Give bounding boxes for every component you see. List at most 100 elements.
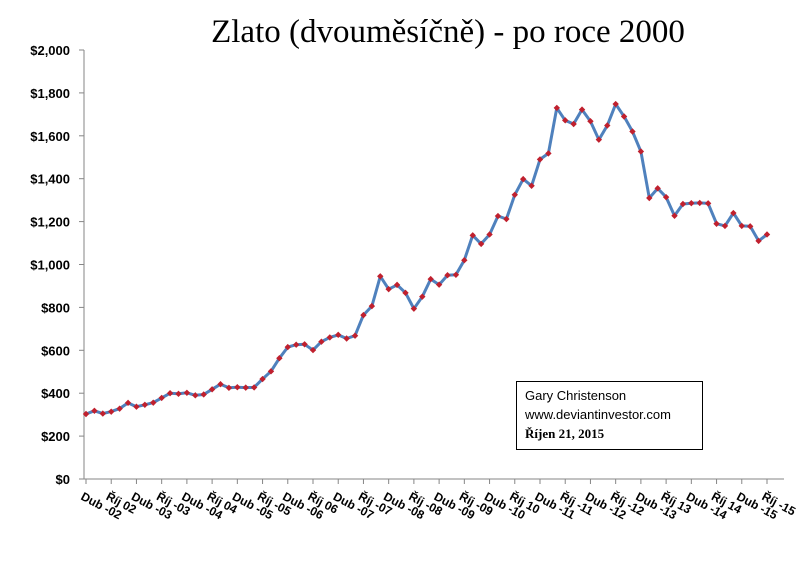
data-point-marker (662, 193, 670, 201)
data-point-marker (99, 410, 107, 417)
y-tick-label: $800 (41, 300, 70, 315)
data-point-marker (629, 128, 636, 135)
data-point-marker (377, 273, 384, 280)
data-point-marker (646, 194, 653, 202)
data-point-marker (343, 335, 350, 342)
data-point-marker (108, 408, 115, 415)
data-point-marker (192, 392, 199, 399)
y-tick-label: $1,200 (30, 215, 70, 230)
data-point-marker (410, 305, 418, 312)
data-point-marker (528, 182, 535, 189)
data-point-marker (435, 281, 443, 288)
y-tick-label: $1,600 (30, 129, 70, 144)
data-point-marker (519, 175, 527, 183)
data-point-marker (301, 341, 308, 348)
data-point-marker (763, 231, 771, 238)
y-tick-label: $200 (41, 429, 70, 444)
y-tick-label: $0 (56, 472, 70, 487)
data-point-marker (267, 368, 275, 375)
data-point-marker (175, 390, 182, 398)
data-point-marker (696, 199, 703, 207)
data-point-marker (183, 389, 191, 396)
series-line-gold-price (85, 102, 768, 416)
author-website: www.deviantinvestor.com (525, 407, 671, 422)
data-point-marker (166, 390, 174, 397)
data-point-marker (91, 407, 98, 414)
data-point-marker (385, 285, 392, 293)
y-tick-label: $1,000 (30, 258, 70, 273)
y-tick-label: $2,000 (30, 43, 70, 58)
data-point-marker (587, 118, 594, 125)
data-point-marker (351, 332, 359, 339)
data-point-marker (679, 200, 687, 208)
data-point-marker (360, 311, 367, 319)
data-point-marker (124, 399, 132, 407)
y-axis: $0 $200 $400 $600 $800 $1,000 $1,200 $1,400 $1,6… (30, 43, 85, 487)
data-point-marker (402, 289, 409, 297)
data-point-marker (141, 401, 149, 408)
data-point-marker (604, 122, 611, 129)
data-point-marker (713, 220, 720, 227)
data-point-marker (477, 240, 485, 248)
author-note: Gary Christenson www.deviantinvestor.com… (516, 381, 703, 450)
data-point-marker (688, 199, 695, 207)
data-point-marker (620, 113, 628, 120)
data-point-marker (309, 346, 317, 354)
data-point-marker (452, 271, 460, 278)
data-point-marker (444, 272, 451, 279)
data-point-marker (419, 293, 426, 300)
data-point-marker (82, 410, 90, 418)
data-point-marker (250, 384, 258, 391)
data-point-marker (158, 394, 165, 402)
data-point-marker (511, 191, 518, 198)
data-point-marker (738, 222, 745, 230)
data-point-marker (503, 215, 510, 223)
data-point-marker (578, 106, 586, 113)
y-tick-label: $1,400 (30, 172, 70, 187)
data-point-marker (704, 200, 712, 207)
data-point-marker (234, 383, 241, 391)
data-point-marker (469, 232, 476, 239)
series-markers (82, 100, 771, 418)
data-point-marker (393, 281, 401, 289)
data-point-marker (292, 341, 300, 348)
data-point-marker (335, 331, 342, 339)
data-point-marker (150, 399, 157, 406)
y-tick-label: $400 (41, 386, 70, 401)
data-point-marker (318, 338, 325, 345)
data-point-marker (612, 100, 619, 108)
data-point-marker (746, 223, 754, 230)
data-point-marker (721, 222, 729, 230)
data-point-marker (637, 148, 645, 155)
y-tick-label: $1,800 (30, 86, 70, 101)
data-point-marker (133, 403, 140, 410)
data-point-marker (461, 257, 468, 264)
data-point-marker (553, 104, 561, 112)
y-tick-label: $600 (41, 343, 70, 358)
data-point-marker (755, 237, 762, 245)
data-point-marker (368, 302, 376, 310)
author-name: Gary Christenson (525, 388, 627, 403)
data-point-marker (570, 120, 577, 128)
chart-title: Zlato (dvouměsíčně) - po roce 2000 (211, 14, 685, 50)
data-point-marker (284, 343, 291, 351)
data-point-marker (494, 212, 502, 220)
data-point-marker (654, 185, 661, 192)
data-point-marker (486, 231, 493, 238)
data-point-marker (276, 355, 283, 362)
data-point-marker (116, 405, 123, 412)
data-point-marker (259, 375, 266, 383)
data-point-marker (208, 386, 216, 393)
data-point-marker (217, 380, 224, 388)
data-point-marker (200, 391, 207, 398)
data-point-marker (595, 136, 603, 143)
data-point-marker (427, 275, 434, 283)
data-point-marker (545, 150, 552, 157)
data-point-marker (326, 334, 334, 341)
data-point-marker (562, 117, 569, 124)
author-date: Říjen 21, 2015 (525, 426, 605, 441)
data-point-marker (536, 156, 544, 163)
data-point-marker (730, 209, 737, 217)
